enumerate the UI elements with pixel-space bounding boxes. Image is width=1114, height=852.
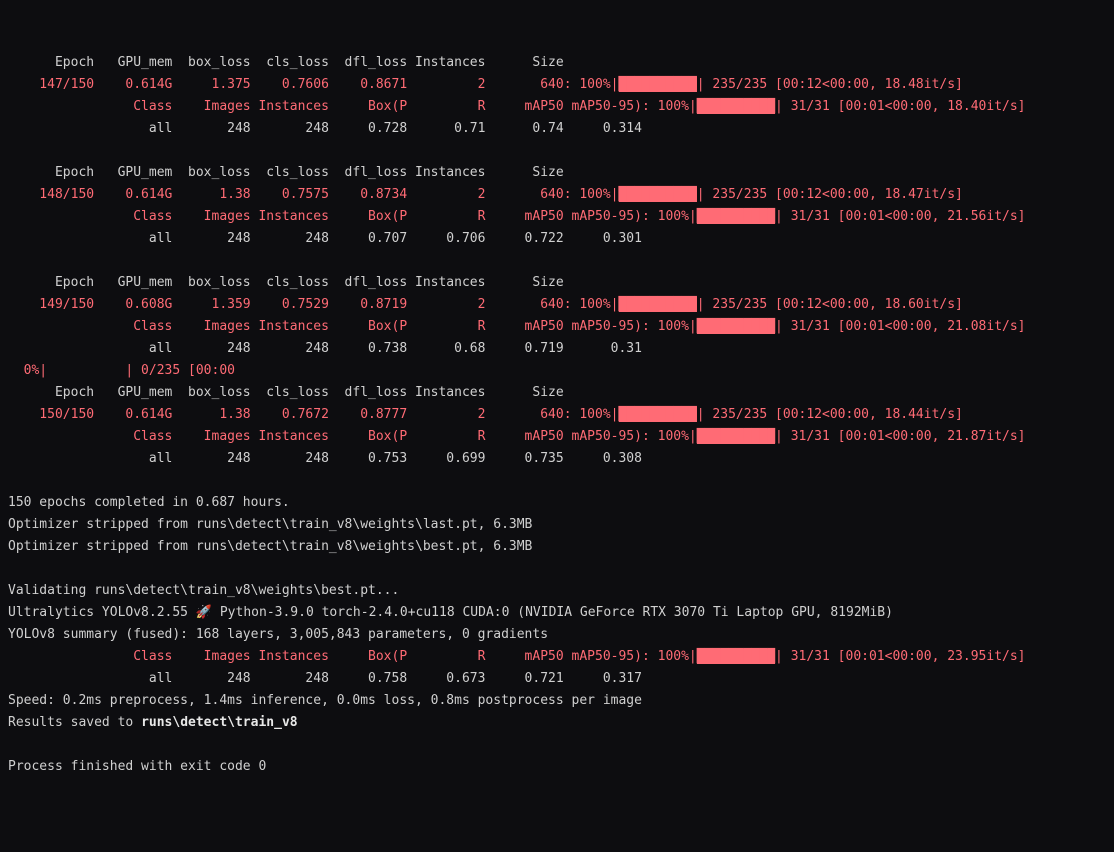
- terminal-output: Epoch GPU_mem box_loss cls_loss dfl_loss…: [8, 52, 1106, 778]
